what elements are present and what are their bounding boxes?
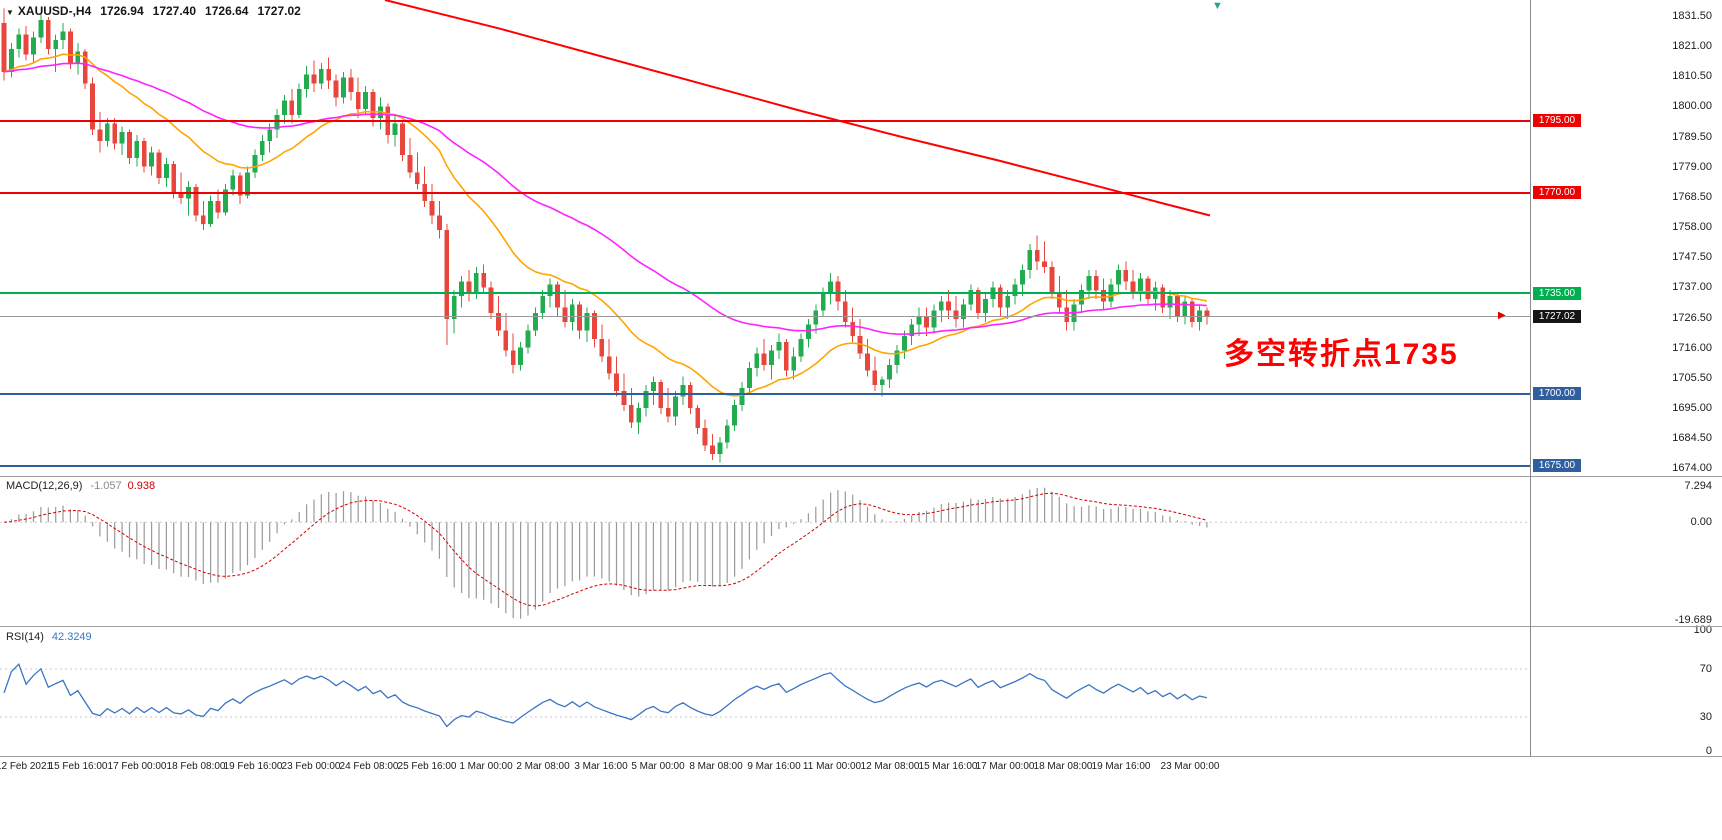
price-scale-border bbox=[1530, 0, 1531, 757]
price-axis-label: 1674.00 bbox=[1672, 462, 1712, 475]
horizontal-level-line[interactable] bbox=[0, 292, 1530, 295]
time-axis-label: 23 Feb 00:00 bbox=[281, 761, 341, 772]
symbol-marker-icon: ▼ bbox=[6, 8, 14, 17]
time-axis-label: 19 Mar 16:00 bbox=[1091, 761, 1151, 772]
rsi-title: RSI(14) 42.3249 bbox=[6, 631, 92, 643]
rsi-label: RSI(14) bbox=[6, 631, 44, 643]
panel-separator[interactable] bbox=[0, 476, 1722, 477]
pivot-annotation-text[interactable]: 多空转折点1735 bbox=[1224, 338, 1459, 371]
price-axis-label: 1758.00 bbox=[1672, 221, 1712, 233]
time-axis-label: 11 Mar 00:00 bbox=[802, 761, 862, 772]
macd-scale-max: 7.294 bbox=[1684, 480, 1712, 492]
current-price-arrow-icon: ▶ bbox=[1498, 310, 1506, 321]
macd-scale-min: -19.689 bbox=[1674, 614, 1712, 626]
price-axis-label: 1831.50 bbox=[1672, 9, 1712, 22]
time-axis-label: 1 Mar 00:00 bbox=[459, 761, 513, 772]
horizontal-level-line[interactable] bbox=[0, 464, 1530, 467]
price-axis-label: 1768.50 bbox=[1672, 190, 1712, 203]
price-chart-panel[interactable] bbox=[0, 0, 1722, 477]
low-value: 1726.64 bbox=[205, 4, 249, 18]
chart-shift-marker-icon[interactable]: ▼ bbox=[1212, 0, 1223, 12]
price-line-tag: 1795.00 bbox=[1533, 114, 1581, 128]
time-axis-label: 17 Feb 00:00 bbox=[107, 761, 167, 772]
rsi-scale-30: 30 bbox=[1699, 711, 1712, 723]
horizontal-level-line[interactable] bbox=[0, 119, 1530, 122]
rsi-indicator-panel[interactable]: RSI(14) 42.3249 bbox=[0, 627, 1722, 757]
price-line-tag: 1735.00 bbox=[1533, 286, 1581, 300]
time-axis-label: 12 Mar 08:00 bbox=[860, 761, 920, 772]
price-axis-label: 1810.50 bbox=[1672, 70, 1712, 83]
price-axis-label: 1800.00 bbox=[1672, 100, 1712, 113]
macd-scale-zero: 0.00 bbox=[1690, 516, 1712, 528]
macd-label: MACD(12,26,9) bbox=[6, 480, 83, 492]
price-axis-label: 1684.50 bbox=[1672, 432, 1712, 445]
horizontal-level-line[interactable] bbox=[0, 392, 1530, 395]
time-axis-label: 17 Mar 00:00 bbox=[975, 761, 1035, 772]
rsi-scale-0: 0 bbox=[1705, 745, 1712, 757]
time-axis-label: 15 Feb 16:00 bbox=[48, 761, 108, 772]
price-axis-label: 1726.50 bbox=[1672, 311, 1712, 324]
price-line-tag: 1770.00 bbox=[1533, 186, 1581, 199]
price-axis-label: 1716.00 bbox=[1672, 341, 1712, 354]
time-axis-label: 12 Feb 2021 bbox=[0, 761, 53, 772]
panel-separator[interactable] bbox=[0, 626, 1722, 627]
rsi-scale-70: 70 bbox=[1699, 663, 1712, 675]
symbol-timeframe-label: XAUUSD-,H4 bbox=[17, 4, 92, 18]
time-axis-label: 23 Mar 00:00 bbox=[1160, 761, 1220, 772]
price-axis-label: 1779.00 bbox=[1672, 160, 1712, 173]
time-axis-label: 15 Mar 16:00 bbox=[918, 761, 978, 772]
close-value: 1727.02 bbox=[257, 4, 301, 18]
price-axis-label: 1747.50 bbox=[1672, 251, 1712, 264]
high-value: 1727.40 bbox=[152, 4, 197, 18]
price-line-tag: 1700.00 bbox=[1533, 387, 1581, 401]
horizontal-level-line[interactable] bbox=[0, 191, 1530, 194]
rsi-scale-100: 100 bbox=[1693, 624, 1712, 636]
macd-indicator-panel[interactable]: MACD(12,26,9) -1.057 0.938 bbox=[0, 477, 1722, 627]
price-axis-label: 1737.00 bbox=[1672, 281, 1712, 294]
time-axis-label: 8 Mar 08:00 bbox=[689, 761, 743, 772]
time-axis-separator bbox=[0, 756, 1722, 757]
open-value: 1726.94 bbox=[100, 4, 144, 18]
macd-canvas[interactable] bbox=[0, 477, 1530, 627]
candlestick-canvas[interactable] bbox=[0, 0, 1530, 477]
price-axis-label: 1789.50 bbox=[1672, 130, 1712, 143]
time-axis-label: 9 Mar 16:00 bbox=[747, 761, 801, 772]
time-axis-label: 24 Feb 08:00 bbox=[339, 761, 399, 772]
time-axis-label: 18 Mar 08:00 bbox=[1033, 761, 1093, 772]
rsi-value: 42.3249 bbox=[51, 631, 92, 643]
price-axis-label: 1705.50 bbox=[1672, 371, 1712, 384]
price-axis-label: 1821.00 bbox=[1672, 40, 1712, 52]
price-axis-label: 1695.00 bbox=[1672, 402, 1712, 414]
rsi-canvas[interactable] bbox=[0, 627, 1530, 757]
current-price-line bbox=[0, 316, 1530, 317]
time-axis-label: 18 Feb 08:00 bbox=[166, 761, 226, 772]
time-axis-label: 5 Mar 00:00 bbox=[631, 761, 685, 772]
macd-title: MACD(12,26,9) -1.057 0.938 bbox=[6, 480, 155, 492]
macd-main-value: -1.057 bbox=[90, 480, 122, 492]
price-line-tag: 1675.00 bbox=[1533, 459, 1581, 472]
time-axis-label: 19 Feb 16:00 bbox=[223, 761, 283, 772]
time-axis-label: 3 Mar 16:00 bbox=[574, 761, 628, 772]
time-axis-label: 25 Feb 16:00 bbox=[397, 761, 457, 772]
symbol-ohlc-header: ▼ XAUUSD-,H4 1726.94 1727.40 1726.64 1727.02 bbox=[6, 4, 301, 18]
price-line-tag: 1727.02 bbox=[1533, 309, 1581, 323]
macd-signal-value: 0.938 bbox=[127, 480, 156, 492]
time-axis-label: 2 Mar 08:00 bbox=[516, 761, 570, 772]
